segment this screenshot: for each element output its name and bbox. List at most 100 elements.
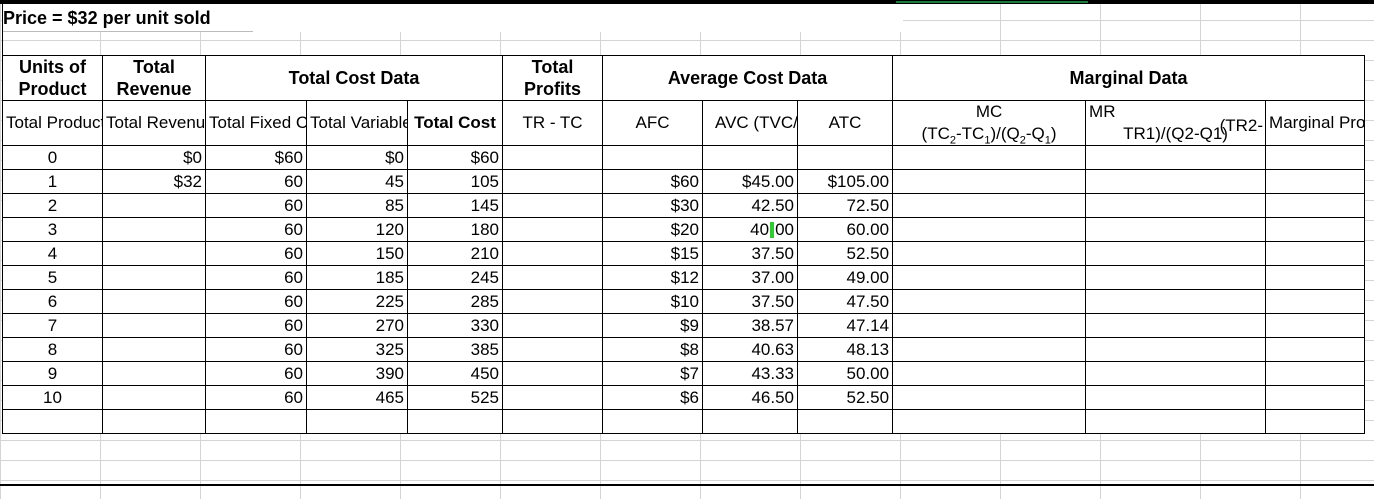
cell-total-fixed-cost[interactable]: 60: [205, 361, 307, 386]
cell-marginal-profits[interactable]: [1265, 193, 1366, 218]
header-total-product[interactable]: Total Product: [2, 100, 103, 146]
cell-total-revenue[interactable]: [102, 289, 206, 314]
cell-avc[interactable]: [702, 145, 799, 170]
cell-afc[interactable]: $9: [602, 313, 704, 338]
cell-mc[interactable]: [892, 193, 1087, 218]
cell-total-revenue[interactable]: [102, 217, 206, 242]
cell-total-product[interactable]: 3: [2, 217, 103, 242]
header-total-cost-data[interactable]: Total Cost Data: [204, 55, 504, 101]
cell-total-profits[interactable]: [502, 265, 604, 290]
cell-total-cost[interactable]: 285: [406, 289, 504, 314]
cell-total-fixed-cost[interactable]: 60: [205, 289, 307, 314]
cell-total-fixed-cost[interactable]: $60: [205, 145, 307, 170]
cell-marginal-profits[interactable]: [1265, 145, 1366, 170]
cell-mr[interactable]: [1085, 313, 1267, 338]
cell-afc[interactable]: $6: [602, 385, 704, 410]
cell-total-cost[interactable]: $60: [406, 145, 504, 170]
cell-total-variable-cost[interactable]: 465: [306, 385, 408, 410]
cell-total-revenue[interactable]: $32: [102, 169, 206, 194]
cell-total-product[interactable]: 1: [2, 169, 103, 194]
cell-atc[interactable]: 50.00: [797, 361, 894, 386]
cell-total-product[interactable]: 5: [2, 265, 103, 290]
header-mc[interactable]: MC (TC2-TC1)/(Q2-Q1): [892, 100, 1087, 146]
cell-total-variable-cost[interactable]: 225: [306, 289, 408, 314]
cell-marginal-profits[interactable]: [1265, 241, 1366, 266]
cell-total-revenue[interactable]: [102, 193, 206, 218]
cell-total-variable-cost[interactable]: $0: [306, 145, 408, 170]
cell-mc[interactable]: [892, 289, 1087, 314]
cell-total-fixed-cost[interactable]: 60: [205, 169, 307, 194]
cell-mr[interactable]: [1085, 145, 1267, 170]
cell-total-profits[interactable]: [502, 289, 604, 314]
cell-mr[interactable]: [1085, 169, 1267, 194]
cell[interactable]: [205, 409, 307, 434]
cell-afc[interactable]: $20: [602, 217, 704, 242]
cell-total-profits[interactable]: [502, 217, 604, 242]
cell-atc[interactable]: 72.50: [797, 193, 894, 218]
cell-afc[interactable]: $30: [602, 193, 704, 218]
header-total-revenue-sub[interactable]: Total Revenue: [102, 100, 206, 146]
cell-marginal-profits[interactable]: [1265, 265, 1366, 290]
cell-afc[interactable]: $12: [602, 265, 704, 290]
price-title-cell[interactable]: Price = $32 per unit sold: [3, 4, 903, 32]
cell-mr[interactable]: [1085, 241, 1267, 266]
header-total-revenue[interactable]: Total Revenue: [102, 55, 206, 101]
cell-total-product[interactable]: 0: [2, 145, 103, 170]
cell-atc[interactable]: 60.00: [797, 217, 894, 242]
cell-total-profits[interactable]: [502, 337, 604, 362]
cell-afc[interactable]: $60: [602, 169, 704, 194]
cell-total-fixed-cost[interactable]: 60: [205, 265, 307, 290]
header-atc[interactable]: ATC: [797, 100, 894, 146]
cell-total-variable-cost[interactable]: 120: [306, 217, 408, 242]
header-marginal-profits[interactable]: Marginal Profits: [1265, 100, 1366, 146]
cell-avc[interactable]: 37.50: [702, 289, 799, 314]
cell-mr[interactable]: [1085, 337, 1267, 362]
cell-avc[interactable]: 46.50: [702, 385, 799, 410]
cell-avc[interactable]: 38.57: [702, 313, 799, 338]
cell-mc[interactable]: [892, 361, 1087, 386]
cell-total-product[interactable]: 10: [2, 385, 103, 410]
cell-total-variable-cost[interactable]: 270: [306, 313, 408, 338]
header-total-cost[interactable]: Total Cost: [406, 100, 504, 146]
cell-mc[interactable]: [892, 145, 1087, 170]
cell-total-cost[interactable]: 245: [406, 265, 504, 290]
header-average-cost-data[interactable]: Average Cost Data: [602, 55, 894, 101]
cell-total-cost[interactable]: 330: [406, 313, 504, 338]
cell-total-cost[interactable]: 145: [406, 193, 504, 218]
header-total-fixed-cost[interactable]: Total Fixed Cost: [205, 100, 307, 146]
cell-marginal-profits[interactable]: [1265, 313, 1366, 338]
cell[interactable]: [102, 409, 206, 434]
cell-total-fixed-cost[interactable]: 60: [205, 385, 307, 410]
cell-afc[interactable]: $15: [602, 241, 704, 266]
cell-total-revenue[interactable]: [102, 337, 206, 362]
cell-marginal-profits[interactable]: [1265, 169, 1366, 194]
cell[interactable]: [892, 409, 1087, 434]
cell-avc[interactable]: 40 00: [702, 217, 799, 242]
cell-afc[interactable]: $7: [602, 361, 704, 386]
cell-total-profits[interactable]: [502, 145, 604, 170]
cell-total-product[interactable]: 8: [2, 337, 103, 362]
cell[interactable]: [502, 409, 604, 434]
header-units-of-product[interactable]: Units of Product: [2, 55, 103, 101]
cell-total-revenue[interactable]: [102, 241, 206, 266]
cell-afc[interactable]: [602, 145, 704, 170]
cell-total-cost[interactable]: 450: [406, 361, 504, 386]
cell-avc[interactable]: 43.33: [702, 361, 799, 386]
cell-marginal-profits[interactable]: [1265, 337, 1366, 362]
cell-atc[interactable]: [797, 145, 894, 170]
cell-total-fixed-cost[interactable]: 60: [205, 241, 307, 266]
cell-total-profits[interactable]: [502, 169, 604, 194]
cell-total-profits[interactable]: [502, 385, 604, 410]
cell-total-fixed-cost[interactable]: 60: [205, 337, 307, 362]
cell-mc[interactable]: [892, 385, 1087, 410]
header-profits-formula[interactable]: TR - TC: [502, 100, 604, 146]
cell-afc[interactable]: $8: [602, 337, 704, 362]
cell-total-revenue[interactable]: $0: [102, 145, 206, 170]
cell-avc[interactable]: 40.63: [702, 337, 799, 362]
cell-total-profits[interactable]: [502, 313, 604, 338]
cell-avc[interactable]: 37.00: [702, 265, 799, 290]
cell-total-variable-cost[interactable]: 185: [306, 265, 408, 290]
cell-mr[interactable]: [1085, 265, 1267, 290]
header-afc[interactable]: AFC: [602, 100, 704, 146]
